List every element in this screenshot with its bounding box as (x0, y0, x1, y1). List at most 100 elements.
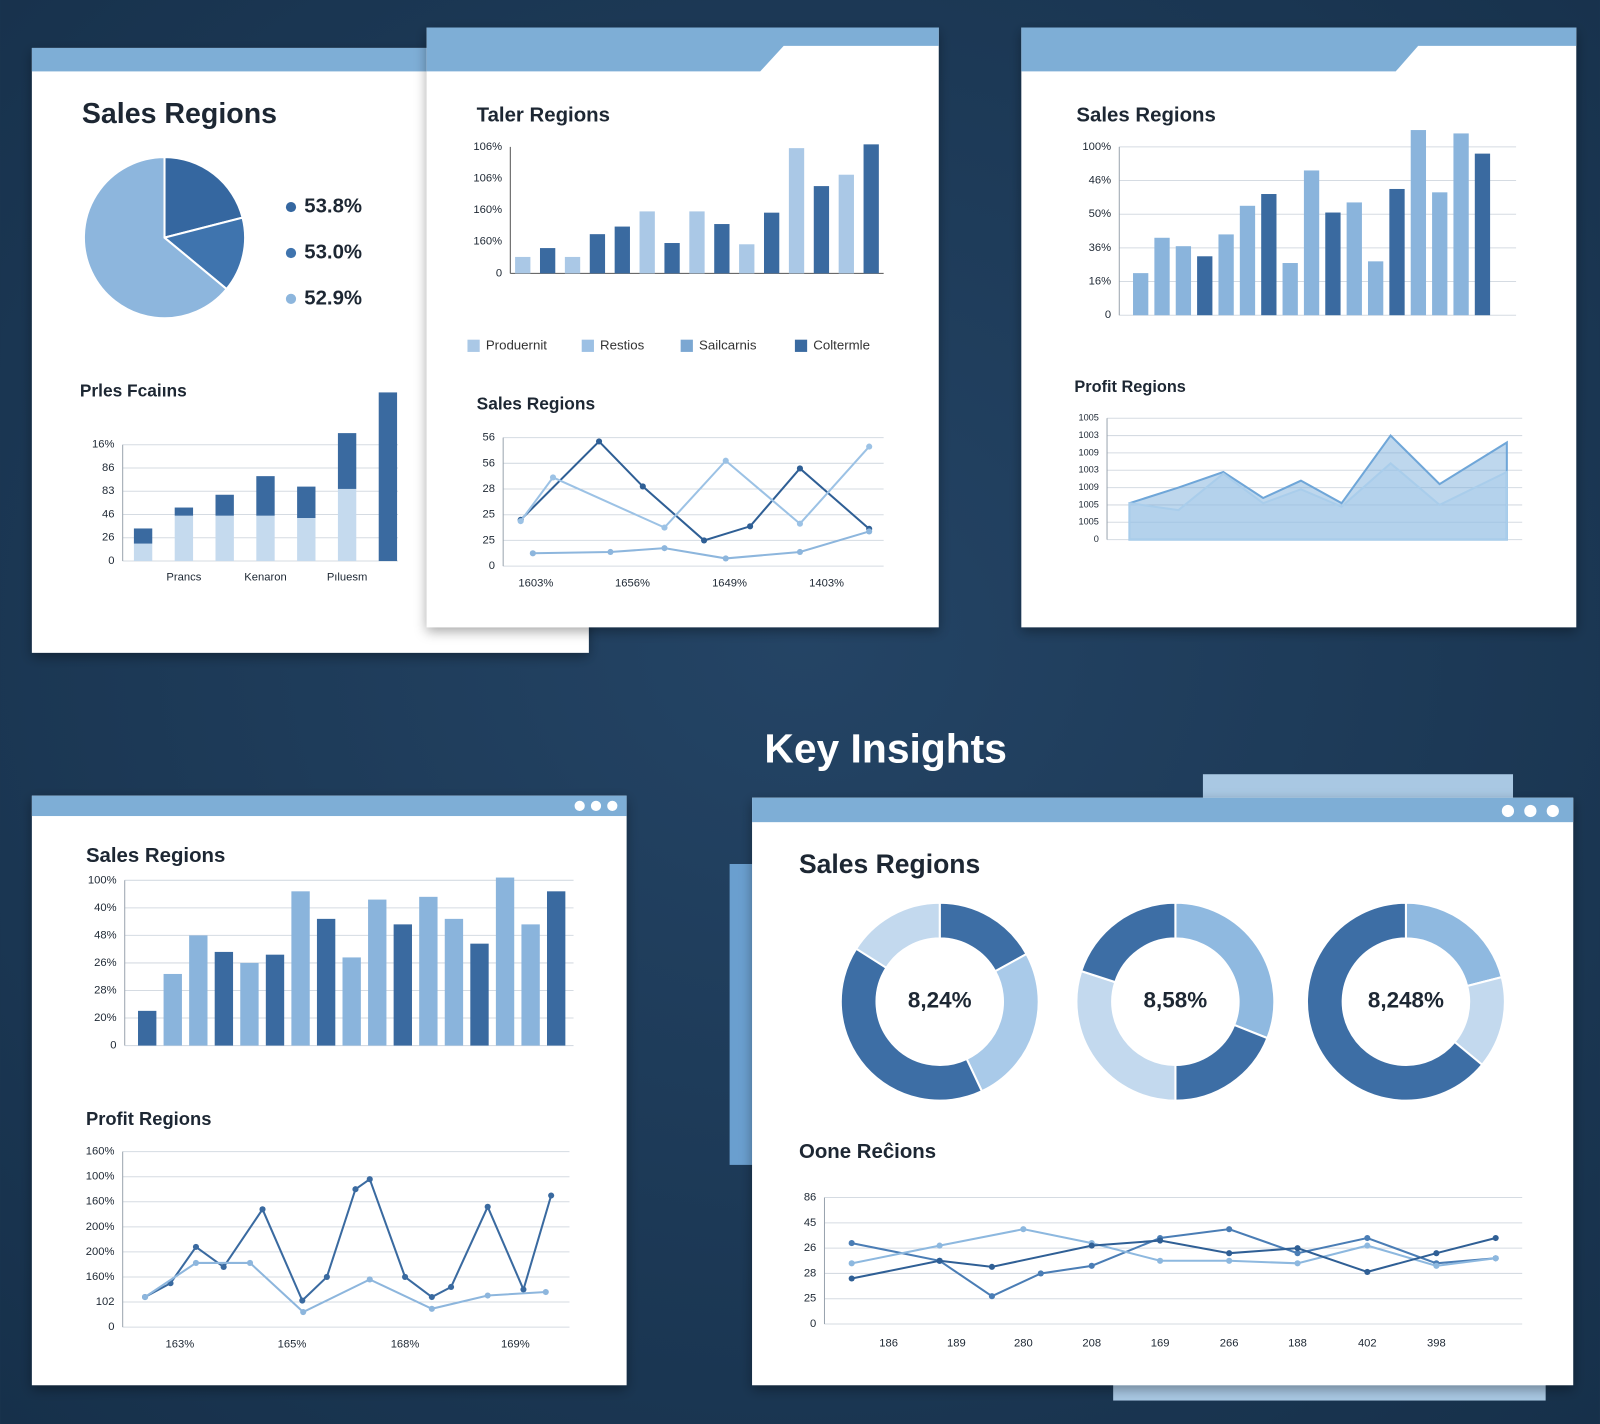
point (484, 1292, 491, 1299)
y-tick-label: 16% (1089, 276, 1111, 288)
point (1157, 1237, 1164, 1244)
point (401, 1273, 409, 1281)
y-tick-label: 1005 (1078, 413, 1098, 423)
legend-marker (285, 201, 297, 213)
bar (1218, 234, 1234, 316)
slice (854, 901, 941, 970)
bar (664, 243, 680, 274)
y-tick-label: 0 (108, 1321, 114, 1333)
slice (1075, 969, 1177, 1102)
y-tick-label: 0 (1094, 534, 1099, 544)
bar (1154, 237, 1170, 316)
bar (614, 226, 630, 274)
point (796, 548, 803, 556)
bar (316, 918, 336, 1046)
x-tick-label: 1656% (615, 577, 650, 589)
y-tick-label: 100% (86, 1171, 115, 1183)
point (1088, 1242, 1095, 1249)
line (851, 1228, 1496, 1267)
bar-segment (174, 507, 194, 516)
bar (214, 951, 234, 1046)
legend-marker (581, 339, 594, 352)
point (548, 1192, 555, 1199)
point (1492, 1255, 1499, 1262)
point (988, 1293, 995, 1300)
x-tick-label: 163% (166, 1338, 195, 1350)
x-tick-label: 398 (1427, 1337, 1446, 1349)
y-tick-label: 83 (102, 485, 114, 497)
x-tick-label: 186 (879, 1337, 898, 1349)
bar (1346, 202, 1362, 316)
legend-label: Sailcarnis (699, 337, 757, 352)
y-tick-label: 200% (86, 1221, 115, 1233)
y-tick-label: 160% (86, 1271, 115, 1283)
y-tick-label: 25 (483, 509, 495, 521)
legend-label: Restios (600, 337, 645, 352)
point (722, 555, 729, 562)
y-tick-label: 25 (804, 1293, 816, 1305)
y-tick-label: 0 (110, 1040, 116, 1052)
point (246, 1259, 254, 1266)
point (192, 1259, 200, 1266)
y-tick-label: 50% (1089, 208, 1111, 220)
point (848, 1275, 855, 1282)
point (428, 1305, 435, 1312)
window-dot (1501, 804, 1515, 818)
bar (470, 943, 489, 1046)
x-tick-label: 188 (1288, 1337, 1307, 1349)
y-tick-label: 102 (96, 1296, 115, 1308)
chart-title: Oone Reĉions (799, 1141, 936, 1163)
y-tick-label: 1005 (1078, 499, 1098, 509)
bar (689, 211, 705, 274)
point (192, 1243, 200, 1250)
x-tick-label: 165% (278, 1338, 307, 1350)
point (484, 1203, 491, 1210)
chart-title: Sales Regions (1076, 105, 1215, 127)
legend-marker (794, 339, 808, 352)
slice (1079, 901, 1177, 984)
point (141, 1293, 149, 1301)
point (1294, 1250, 1301, 1257)
x-tick-label: 168% (391, 1338, 420, 1350)
point (1364, 1242, 1371, 1249)
slice (1174, 901, 1276, 1040)
slice (162, 216, 247, 291)
bar (546, 891, 566, 1046)
x-tick-label: 189 (947, 1337, 966, 1349)
bar (1432, 192, 1448, 316)
y-tick-label: 45 (804, 1217, 816, 1229)
point (448, 1283, 455, 1291)
point (517, 518, 524, 525)
y-tick-label: 86 (804, 1192, 816, 1204)
page-title: Key Insights (764, 726, 1007, 772)
point (428, 1293, 435, 1301)
y-tick-label: 106% (473, 172, 502, 184)
point (1294, 1245, 1301, 1252)
point (988, 1263, 995, 1270)
bar (1197, 256, 1213, 316)
y-tick-label: 1003 (1078, 430, 1098, 440)
bar (138, 1010, 157, 1046)
x-tick-label: 280 (1014, 1337, 1033, 1349)
x-tick-label: 1649% (712, 577, 747, 589)
window-dot (1546, 804, 1559, 818)
bar (1389, 188, 1405, 316)
y-tick-label: 56 (483, 457, 495, 469)
line (532, 530, 870, 560)
bar (1175, 246, 1192, 316)
y-tick-label: 106% (473, 141, 502, 153)
y-tick-label: 25 (483, 534, 495, 546)
point (1492, 1234, 1499, 1242)
y-tick-label: 160% (86, 1146, 115, 1158)
y-tick-label: 100% (1082, 141, 1111, 153)
bar (291, 891, 310, 1046)
point (1433, 1262, 1440, 1269)
point (700, 537, 708, 544)
point (366, 1276, 373, 1283)
x-tick-label: 402 (1358, 1337, 1377, 1349)
legend-marker (680, 339, 693, 352)
y-tick-label: 28% (94, 984, 116, 996)
point (936, 1257, 943, 1264)
y-tick-label: 160% (473, 204, 502, 216)
y-tick-label: 40% (94, 902, 116, 914)
